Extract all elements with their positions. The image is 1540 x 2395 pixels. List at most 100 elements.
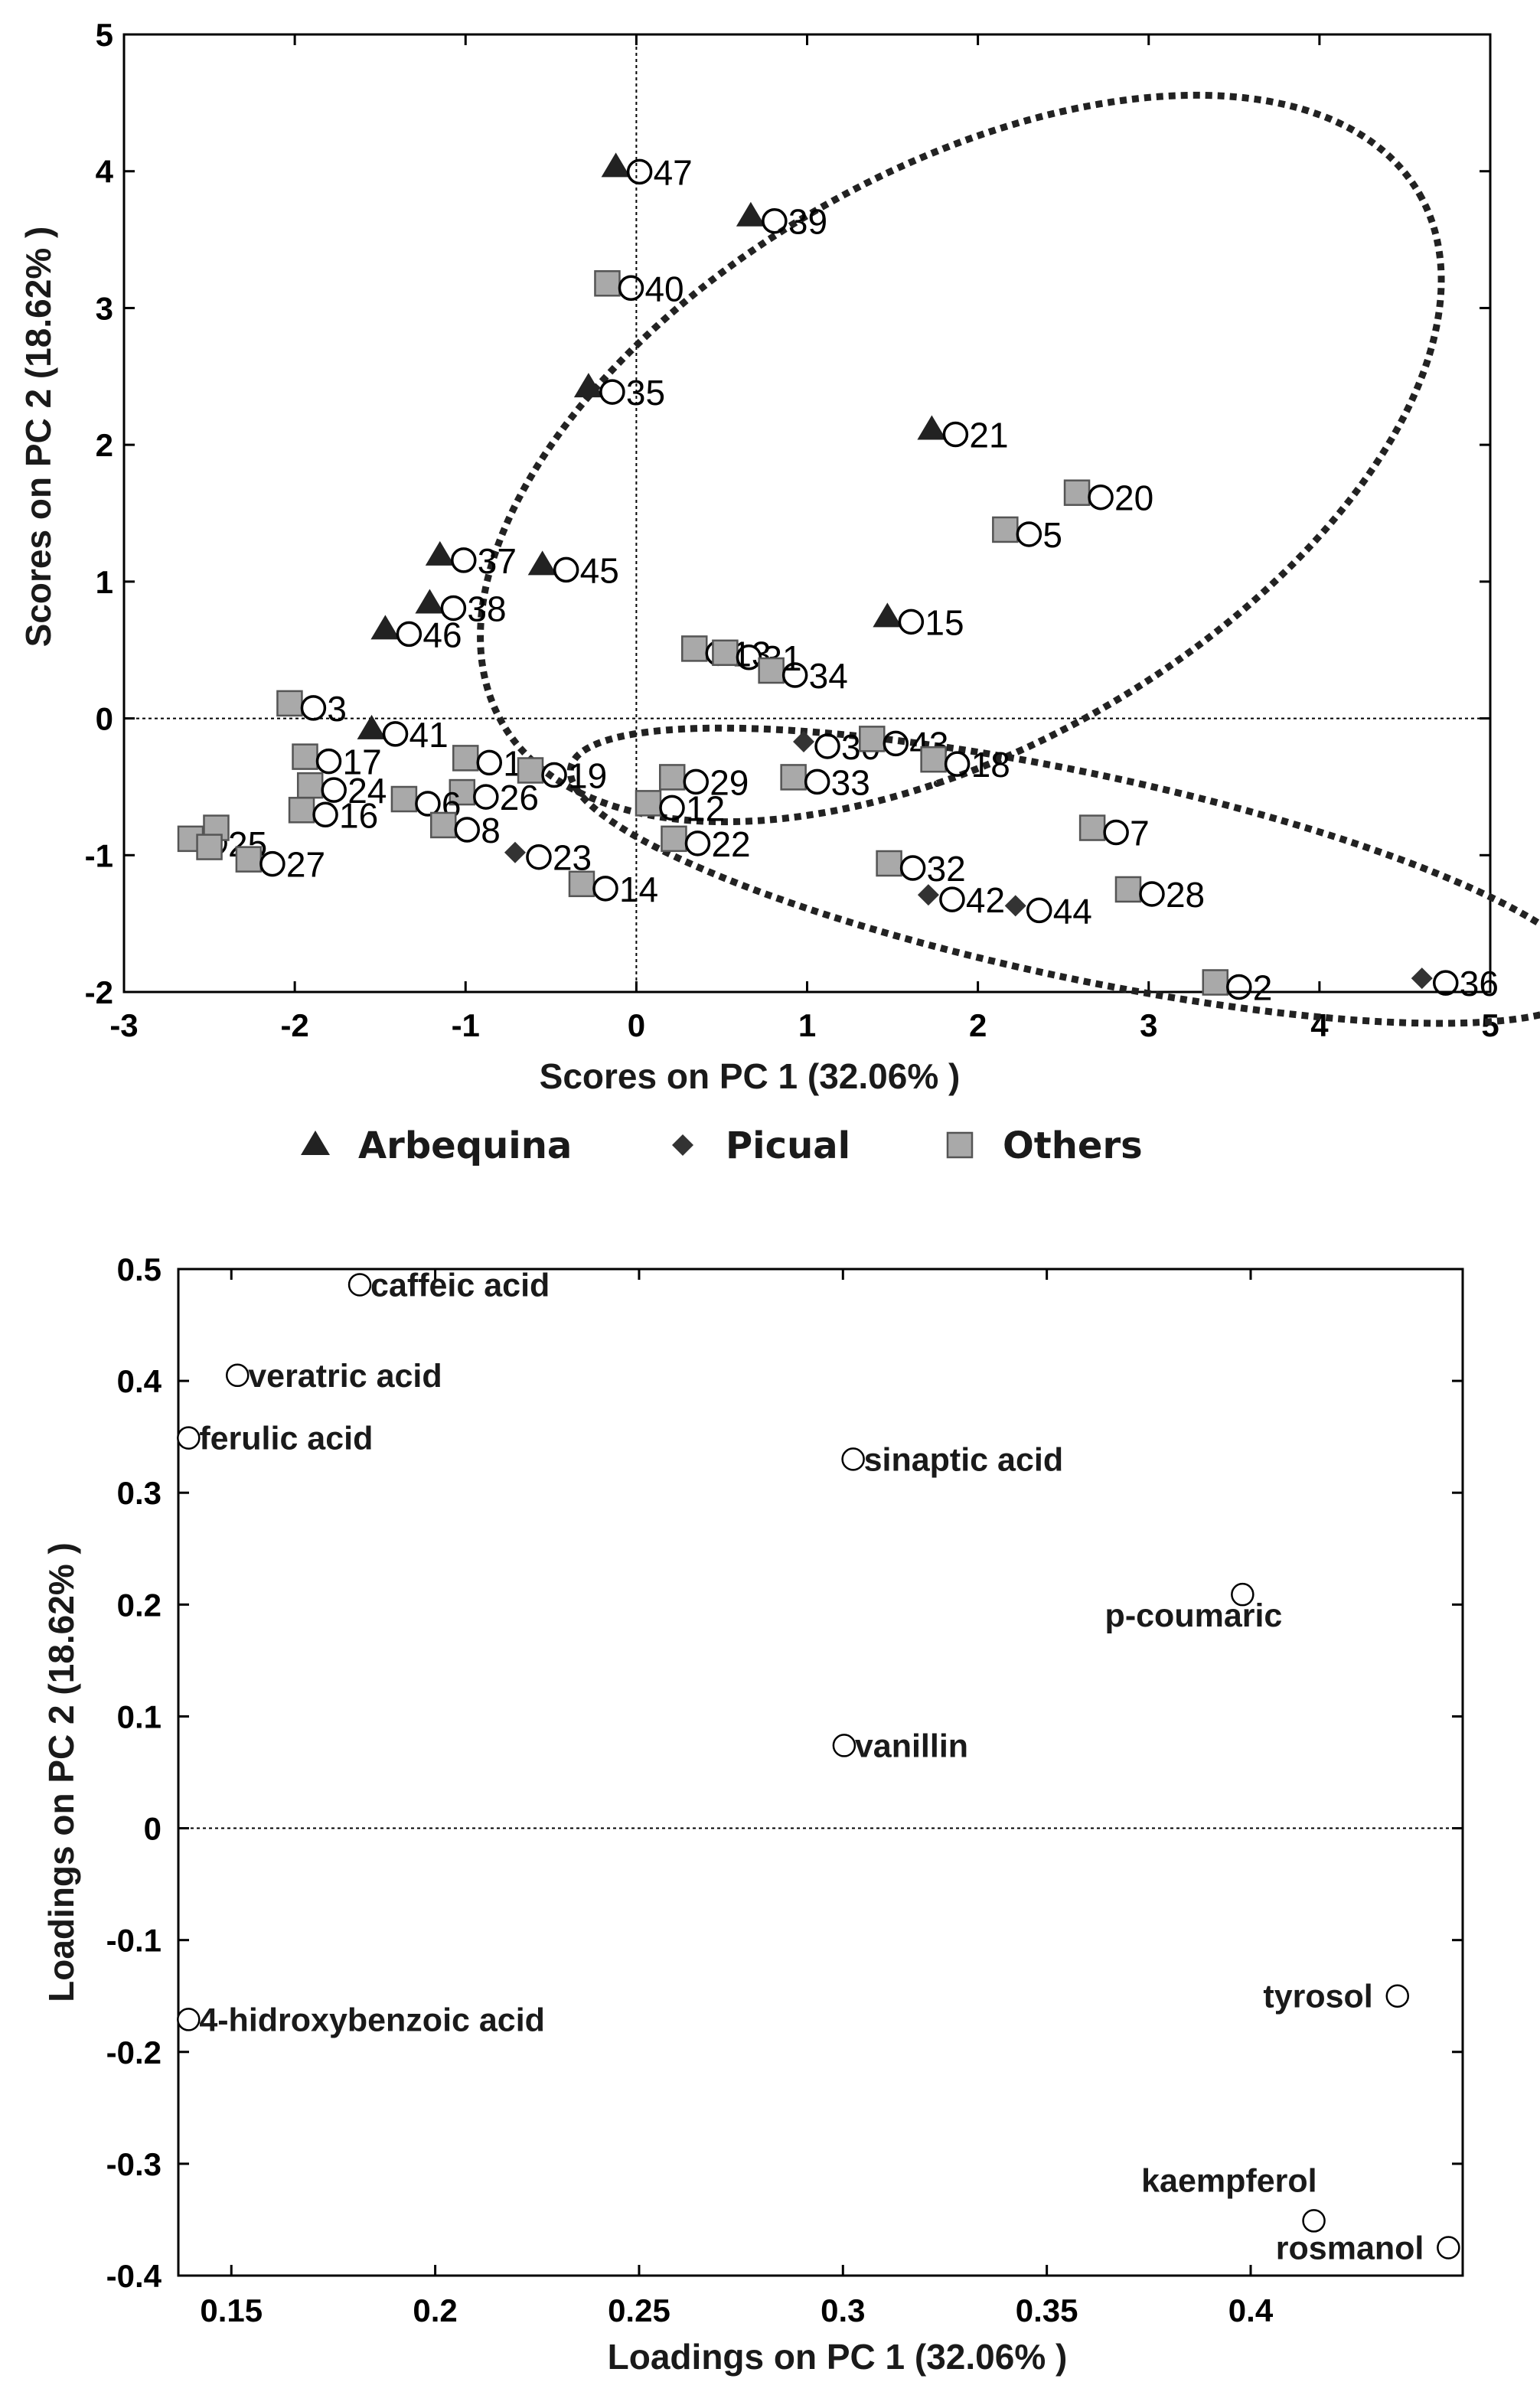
loading-marker-sinaptic-acid [841, 1447, 865, 1471]
loading-marker-veratric-acid [225, 1363, 250, 1388]
score-marker-o30 [793, 730, 815, 752]
legend-label-arbequina: Arbequina [358, 1124, 572, 1167]
score-label-circle [553, 556, 579, 583]
score-marker-o25c [196, 834, 223, 860]
loading-label-tyrosol: tyrosol [1263, 1979, 1372, 2015]
score-label-o38: 38 [467, 589, 506, 628]
score-marker-o44 [1004, 895, 1026, 917]
score-marker-o17 [292, 743, 318, 770]
score-marker-o38 [415, 589, 445, 614]
score-label-o47: 47 [654, 152, 693, 192]
score-marker-o2 [1202, 969, 1229, 996]
loading-marker-p-coumaric [1231, 1582, 1255, 1607]
score-label-o27: 27 [286, 845, 325, 885]
score-marker-o15 [873, 602, 902, 628]
score-label-circle [1139, 881, 1165, 907]
score-marker-o6 [390, 785, 418, 813]
loadings-y-tick-label: -0.4 [106, 2258, 162, 2294]
score-label-circle [1433, 970, 1459, 996]
loading-label-4-hidroxybenzoic-acid: 4-hidroxybenzoic acid [199, 2002, 545, 2038]
loadings-y-tick-label: 0.4 [117, 1363, 162, 1399]
score-marker-o40 [594, 270, 621, 297]
loading-marker-caffeic-acid [347, 1273, 372, 1297]
scores-y-tick-label: 5 [96, 17, 113, 53]
score-marker-o22 [661, 825, 687, 853]
score-label-circle [541, 762, 567, 788]
score-label-circle [451, 547, 477, 573]
score-marker-o1 [452, 745, 479, 772]
scores-y-tick-label: 4 [96, 154, 114, 190]
score-marker-o26 [449, 778, 476, 806]
loadings-x-tick-label: 0.35 [1016, 2292, 1078, 2328]
score-label-circle [1088, 484, 1114, 511]
legend-marker-arbequina [301, 1131, 330, 1155]
loading-label-kaempferol: kaempferol [1141, 2162, 1317, 2199]
legend-label-picual: Picual [726, 1124, 850, 1167]
confidence-ellipse-2 [566, 724, 1540, 1027]
score-marker-o42 [917, 884, 939, 906]
score-label-o2: 2 [1253, 967, 1273, 1007]
score-marker-o18 [920, 746, 947, 773]
score-label-circle [781, 662, 808, 688]
score-marker-o34 [758, 657, 785, 684]
scores-x-tick-label: -3 [109, 1007, 138, 1043]
score-marker-o21 [917, 415, 947, 440]
score-label-o34: 34 [809, 656, 848, 696]
scores-y-tick-label: 3 [96, 290, 113, 326]
score-label-o33: 33 [831, 762, 870, 802]
scores-x-tick-label: -2 [280, 1007, 308, 1043]
score-label-o20: 20 [1114, 478, 1153, 518]
score-label-circle [814, 733, 840, 759]
score-label-circle [382, 721, 409, 747]
score-label-o32: 32 [927, 849, 966, 889]
score-label-circle [396, 621, 423, 648]
scores-x-axis-title: Scores on PC 1 (32.06% ) [540, 1056, 961, 1096]
loadings-y-tick-label: 0.1 [117, 1698, 162, 1734]
score-label-circle [804, 768, 830, 795]
score-label-o8: 8 [481, 811, 501, 850]
score-marker-o45 [527, 550, 557, 576]
score-label-o29: 29 [710, 762, 749, 802]
score-label-circle [899, 855, 926, 881]
score-label-circle [683, 768, 709, 795]
loadings-y-tick-label: 0 [144, 1811, 162, 1847]
score-marker-o41 [357, 714, 387, 739]
loadings-y-tick-label: 0.3 [117, 1475, 162, 1511]
score-label-circle [300, 695, 327, 721]
score-label-o41: 41 [409, 715, 449, 755]
scores-x-tick-label: 2 [969, 1007, 987, 1043]
loading-marker-ferulic-acid [177, 1426, 201, 1450]
score-label-o18: 18 [971, 745, 1010, 785]
score-marker-o20 [1063, 479, 1091, 506]
legend-label-others: Others [1003, 1124, 1143, 1167]
legend-marker-others [946, 1131, 974, 1159]
loading-marker-vanillin [832, 1734, 856, 1757]
score-label-o15: 15 [925, 602, 964, 642]
score-marker-o29 [658, 764, 686, 791]
scores-x-tick-label: 3 [1140, 1007, 1157, 1043]
score-label-circle [259, 850, 285, 877]
score-marker-o16 [288, 797, 315, 824]
scores-x-tick-label: 0 [628, 1007, 645, 1043]
loadings-plot: 0.15 0.2 0.25 0.3 0.35 0.4 0.5 0.4 0.3 0.2 0.1 0 -0.… [41, 1251, 1464, 2377]
score-marker-o31 [712, 639, 739, 667]
loading-label-caffeic-acid: caffeic acid [370, 1267, 550, 1304]
score-label-o26: 26 [500, 778, 539, 817]
loading-label-vanillin: vanillin [855, 1728, 968, 1764]
scores-x-tick-label: 5 [1481, 1007, 1499, 1043]
score-label-circle [618, 275, 644, 302]
legend-marker-picual [672, 1134, 693, 1156]
score-marker-o7 [1078, 814, 1106, 841]
scores-y-tick-label: -1 [85, 837, 113, 873]
score-label-circle [762, 207, 788, 234]
score-label-o28: 28 [1166, 875, 1205, 915]
score-label-circle [599, 379, 625, 405]
score-label-circle [1226, 974, 1252, 1000]
score-marker-o28 [1114, 876, 1142, 903]
score-label-circle [659, 795, 685, 821]
loadings-y-tick-label: 0.2 [117, 1587, 162, 1623]
loading-marker-tyrosol [1385, 1984, 1410, 2008]
scores-y-tick-label: 2 [96, 427, 113, 463]
score-label-o21: 21 [969, 415, 1008, 455]
loading-label-sinaptic-acid: sinaptic acid [864, 1441, 1063, 1478]
